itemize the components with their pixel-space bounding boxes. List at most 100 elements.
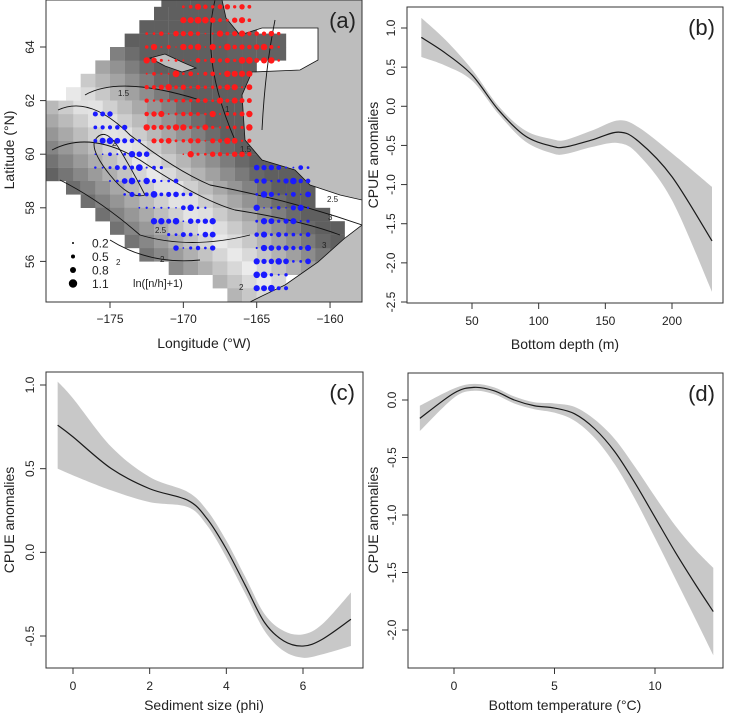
x-tick-label: 50 — [465, 314, 479, 328]
blue-point — [188, 232, 193, 237]
blue-point — [143, 151, 150, 157]
blue-point — [128, 151, 136, 158]
blue-point — [276, 205, 281, 210]
red-point — [181, 139, 186, 143]
depth-cell — [227, 261, 243, 275]
blue-point — [284, 273, 288, 277]
depth-cell — [176, 154, 191, 168]
red-point — [231, 137, 238, 144]
blue-point — [305, 191, 311, 198]
depth-cell — [117, 114, 133, 128]
red-point — [247, 4, 252, 9]
legend-size-label: 0.2 — [92, 237, 109, 251]
blue-point — [196, 206, 200, 210]
blue-point — [137, 139, 142, 143]
legend-size-symbol — [70, 267, 76, 273]
blue-point — [276, 165, 282, 170]
depth-cell — [176, 100, 191, 115]
y-tick-label: -2.0 — [384, 252, 398, 273]
blue-point — [166, 218, 172, 224]
depth-cell — [205, 154, 221, 168]
depth-cell — [80, 194, 96, 208]
depth-cell — [220, 167, 235, 182]
red-point — [144, 85, 149, 90]
blue-point — [152, 165, 156, 170]
blue-point — [128, 177, 136, 185]
map-panel-a-overlay: −175 −170 −165 −160 56 58 60 62 64 Longitude (°W)… — [1, 0, 363, 351]
depth-cell — [227, 221, 243, 235]
map-panel-a: 1.5 1 1.5 2 2.5 3 2.5 2 2 3 2 — [46, 0, 362, 302]
depth-cell — [242, 47, 257, 61]
depth-cell — [198, 73, 213, 88]
blue-point — [277, 179, 281, 183]
depth-cell — [315, 234, 331, 249]
depth-cell — [242, 221, 257, 235]
depth-cell — [95, 87, 111, 101]
red-point — [180, 124, 187, 131]
blue-point — [123, 193, 126, 196]
smooth-curve — [419, 386, 714, 612]
depth-cell — [212, 60, 228, 74]
red-point — [159, 98, 164, 103]
depth-cell — [139, 248, 155, 262]
blue-point — [115, 179, 119, 183]
contour-label: 1.5 — [118, 89, 130, 98]
depth-cell — [256, 221, 272, 235]
red-point — [231, 70, 238, 77]
red-point — [217, 4, 223, 10]
depth-cell — [183, 234, 199, 249]
blue-point — [291, 245, 296, 251]
depth-cell — [139, 47, 155, 61]
depth-cell — [139, 87, 155, 101]
depth-cell — [154, 181, 169, 195]
red-point — [181, 111, 186, 117]
depth-cell — [227, 181, 243, 195]
red-point — [144, 45, 149, 49]
legend-size-label: 0.5 — [92, 250, 109, 264]
contour-line — [210, 0, 236, 141]
blue-point — [254, 178, 260, 184]
red-point — [167, 72, 170, 75]
depth-cell — [227, 274, 243, 289]
blue-point — [255, 246, 258, 250]
red-point — [187, 151, 194, 158]
red-point — [195, 31, 201, 36]
blue-point — [261, 164, 267, 171]
depth-cell — [154, 73, 169, 88]
blue-point — [298, 246, 303, 250]
blue-point — [276, 245, 282, 251]
depth-cell — [198, 60, 213, 74]
red-point — [196, 112, 200, 116]
blue-point — [166, 191, 172, 197]
depth-cell — [110, 207, 125, 222]
y-tick-label: 0.0 — [384, 98, 398, 115]
red-point — [188, 111, 193, 117]
blue-point — [158, 218, 165, 225]
depth-cell — [256, 234, 272, 249]
depth-cell — [139, 20, 155, 34]
blue-point — [276, 232, 282, 238]
red-point — [159, 31, 164, 36]
depth-cell — [87, 114, 103, 128]
blue-point — [268, 245, 275, 251]
red-point — [203, 71, 208, 76]
depth-cell — [198, 261, 213, 275]
red-point — [165, 83, 172, 91]
blue-point — [253, 258, 260, 265]
red-point — [240, 86, 244, 89]
blue-point — [268, 258, 275, 265]
red-point — [151, 138, 157, 144]
x-tick-label: 6 — [300, 679, 307, 693]
red-point — [219, 113, 221, 115]
land-alaska — [221, 0, 362, 201]
depth-cell — [300, 207, 316, 222]
red-point — [211, 125, 215, 130]
depth-cell — [315, 221, 331, 235]
red-point — [211, 99, 215, 103]
depth-cell — [46, 167, 59, 182]
red-point — [239, 44, 245, 50]
blue-point — [292, 166, 295, 169]
red-point — [224, 70, 231, 78]
depth-cell — [242, 181, 257, 195]
